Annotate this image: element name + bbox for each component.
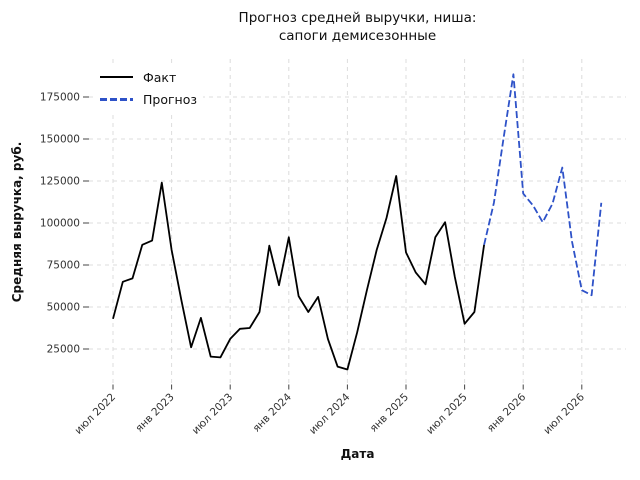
x-axis-label: Дата (340, 447, 375, 461)
x-tick-label: июл 2022 (73, 391, 119, 437)
y-tick-label: 175000 (40, 92, 80, 104)
legend-label-fact: Факт (143, 69, 177, 85)
x-tick-label: янв 2024 (250, 391, 294, 435)
legend-label-forecast: Прогноз (143, 91, 198, 107)
x-tick-label: июл 2026 (541, 391, 587, 437)
y-tick-label: 25000 (47, 344, 80, 356)
chart-title-line1: Прогноз средней выручки, ниша: (238, 10, 477, 26)
x-tick-label: янв 2023 (133, 391, 176, 434)
x-tick-label: июл 2023 (190, 391, 236, 437)
chart-title: Прогноз средней выручки, ниша: сапоги де… (89, 10, 626, 46)
forecast-line-sample (100, 97, 133, 101)
x-tick-label: июл 2025 (424, 391, 470, 437)
forecast-line (483, 73, 603, 297)
chart-title-line2: сапоги демисезонные (278, 27, 437, 44)
legend: Факт Прогноз (96, 63, 204, 113)
x-tick-label: июл 2024 (307, 391, 353, 437)
y-tick-label: 50000 (47, 302, 80, 314)
fact-line-sample (100, 76, 133, 78)
x-tick-label: янв 2026 (485, 391, 529, 435)
y-tick-label: 150000 (40, 134, 80, 146)
y-axis-label: Средняя выручка, руб. (10, 141, 24, 303)
y-tick-label: 75000 (47, 260, 80, 272)
x-tick-label: янв 2025 (368, 391, 411, 434)
y-tick-label: 100000 (40, 218, 80, 230)
legend-item-forecast: Прогноз (100, 88, 197, 110)
legend-item-fact: Факт (100, 66, 197, 88)
y-tick-label: 125000 (40, 176, 80, 188)
fact-line (112, 175, 485, 371)
